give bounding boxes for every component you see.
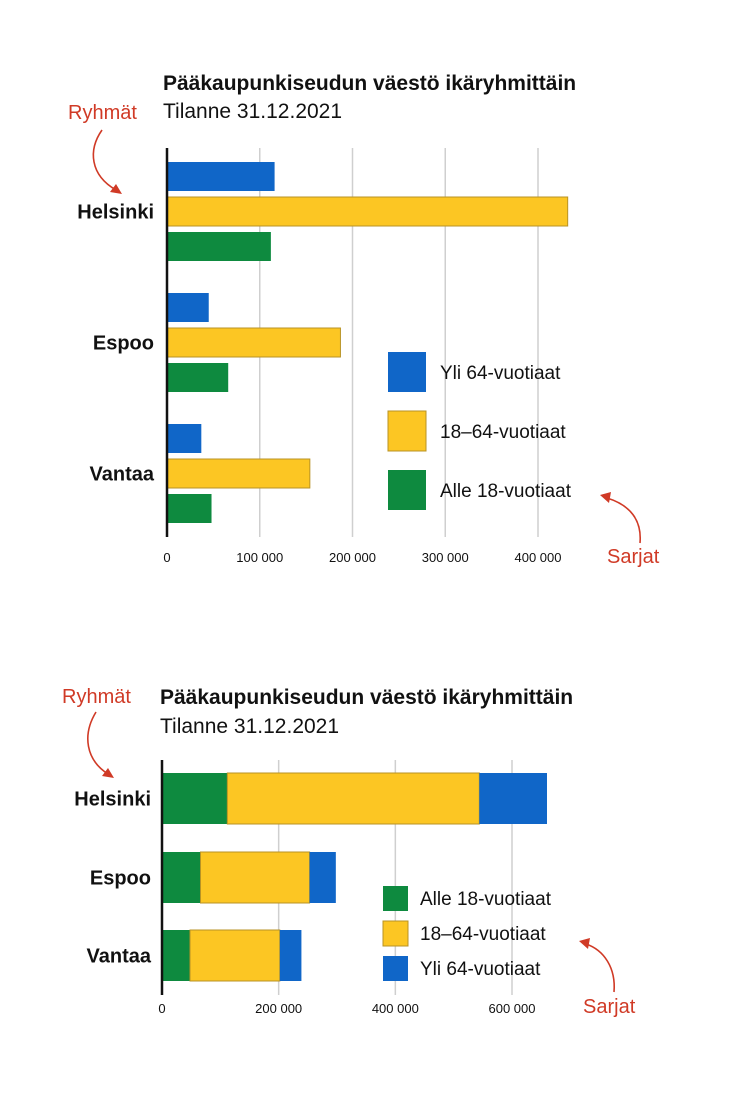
chart1-tick-label: 200 000 [329, 550, 376, 565]
chart2-subtitle: Tilanne 31.12.2021 [160, 715, 339, 738]
chart2-legend-swatch-18-64-vuotiaat [382, 920, 409, 947]
chart1-title: Pääkaupunkiseudun väestö ikäryhmittäin [163, 72, 576, 95]
chart2-tick-labels: 0 200 000 400 000 600 000 [158, 1001, 535, 1016]
chart1-series-arrowhead [600, 492, 611, 503]
grouped-bar-chart: Pääkaupunkiseudun väestö ikäryhmittäin T… [68, 72, 660, 568]
chart2-tick-label: 0 [158, 1001, 165, 1016]
chart2-series-annotation: Sarjat [583, 996, 636, 1018]
chart2-bar-espoo-alle-18-vuotiaat [162, 852, 201, 903]
chart2-tick-label: 600 000 [489, 1001, 536, 1016]
chart1-groups-arrow [92, 129, 117, 191]
chart1-groups-arrowhead [110, 184, 122, 194]
chart1-tick-label: 100 000 [236, 550, 283, 565]
chart2-legend-label-yli-64-vuotiaat: Yli 64-vuotiaat [420, 959, 541, 980]
chart1-tick-label: 300 000 [422, 550, 469, 565]
chart2-legend: Alle 18-vuotiaat 18–64-vuotiaat Yli 64-vuo… [382, 886, 552, 981]
chart2-bars [162, 772, 547, 982]
chart1-bar-vantaa-18-64-vuotiaat [166, 458, 311, 489]
chart1-bar-vantaa-alle-18-vuotiaat [167, 494, 212, 523]
chart1-category-vantaa: Vantaa [90, 464, 155, 486]
chart1-legend-label-18-64-vuotiaat: 18–64-vuotiaat [440, 422, 566, 443]
chart2-legend-swatch-alle-18-vuotiaat [383, 886, 408, 911]
chart2-category-vantaa: Vantaa [87, 946, 152, 968]
chart1-subtitle: Tilanne 31.12.2021 [163, 100, 342, 123]
chart2-bar-espoo-18-64-vuotiaat [200, 851, 311, 904]
chart2-legend-label-18-64-vuotiaat: 18–64-vuotiaat [420, 924, 546, 945]
chart2-tick-label: 400 000 [372, 1001, 419, 1016]
chart1-series-arrow [606, 497, 641, 544]
chart2-bar-helsinki-18-64-vuotiaat [226, 772, 480, 825]
chart1-legend-swatch-18-64-vuotiaat [387, 410, 427, 452]
chart2-groups-arrow [87, 711, 109, 775]
chart1-legend: Yli 64-vuotiaat 18–64-vuotiaat Alle 18-vuo… [387, 352, 572, 510]
chart1-legend-swatch-alle-18-vuotiaat [388, 470, 426, 510]
chart2-groups-arrowhead [102, 768, 114, 778]
chart1-legend-label-yli-64-vuotiaat: Yli 64-vuotiaat [440, 363, 561, 384]
chart2-title: Pääkaupunkiseudun väestö ikäryhmittäin [160, 686, 573, 709]
chart1-legend-swatch-yli-64-vuotiaat [388, 352, 426, 392]
chart1-series-annotation: Sarjat [607, 546, 660, 568]
chart2-bar-vantaa-yli-64-vuotiaat [279, 930, 302, 981]
chart1-bars [166, 162, 569, 523]
chart2-legend-label-alle-18-vuotiaat: Alle 18-vuotiaat [420, 889, 552, 910]
chart1-bar-espoo-alle-18-vuotiaat [167, 363, 229, 392]
chart1-legend-label-alle-18-vuotiaat: Alle 18-vuotiaat [440, 481, 572, 502]
chart2-tick-label: 200 000 [255, 1001, 302, 1016]
chart2-legend-swatch-yli-64-vuotiaat [383, 956, 408, 981]
chart1-bar-vantaa-yli-64-vuotiaat [167, 424, 202, 453]
chart1-bar-helsinki-yli-64-vuotiaat [167, 162, 275, 191]
chart2-bar-vantaa-18-64-vuotiaat [189, 929, 281, 982]
chart2-bar-vantaa-alle-18-vuotiaat [162, 930, 190, 981]
chart2-series-arrowhead [579, 938, 590, 949]
chart1-tick-label: 400 000 [515, 550, 562, 565]
chart2-category-helsinki: Helsinki [74, 789, 151, 811]
chart1-category-labels: Helsinki Espoo Vantaa [77, 202, 155, 486]
chart2-category-labels: Helsinki Espoo Vantaa [74, 789, 152, 968]
chart1-tick-label: 0 [163, 550, 170, 565]
chart2-series-arrow [585, 943, 615, 993]
chart1-bar-helsinki-18-64-vuotiaat [166, 196, 569, 227]
chart2-bar-helsinki-alle-18-vuotiaat [162, 773, 228, 824]
chart2-category-espoo: Espoo [90, 868, 151, 890]
chart1-bar-espoo-yli-64-vuotiaat [167, 293, 209, 322]
chart1-category-helsinki: Helsinki [77, 202, 154, 224]
chart2-bar-espoo-yli-64-vuotiaat [309, 852, 336, 903]
chart1-category-espoo: Espoo [93, 333, 154, 355]
chart2-groups-annotation: Ryhmät [62, 686, 131, 708]
chart1-bar-espoo-18-64-vuotiaat [166, 327, 341, 358]
chart1-tick-labels: 0 100 000 200 000 300 000 400 000 [163, 550, 561, 565]
chart1-bar-helsinki-alle-18-vuotiaat [167, 232, 271, 261]
chart2-bar-helsinki-yli-64-vuotiaat [479, 773, 547, 824]
stacked-bar-chart: Pääkaupunkiseudun väestö ikäryhmittäin T… [62, 686, 636, 1018]
chart1-groups-annotation: Ryhmät [68, 102, 137, 124]
